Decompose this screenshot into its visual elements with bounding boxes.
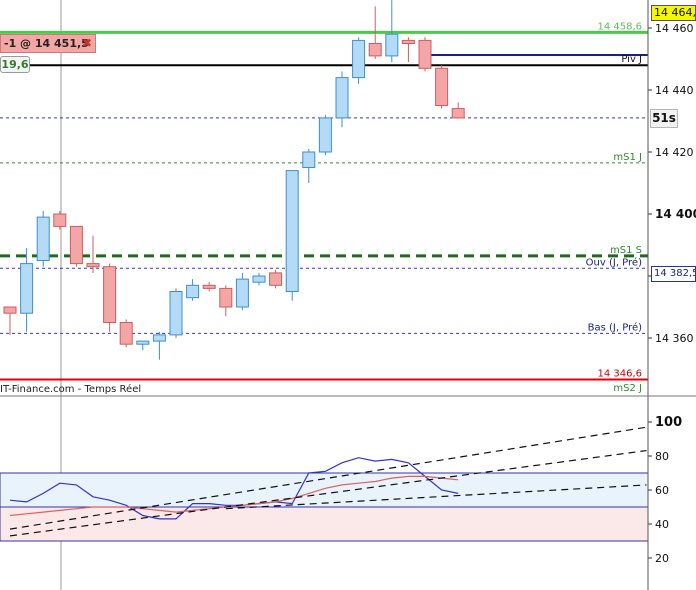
osc-tick-label: 20 [655, 552, 669, 565]
candle-body [285, 170, 299, 293]
candle-20 [335, 71, 349, 128]
candle-body [119, 322, 133, 345]
candle-body [36, 216, 50, 262]
price-tick-label: 14 360 [655, 332, 694, 345]
candle-body [86, 263, 100, 268]
candle-body [401, 39, 415, 45]
position-badge[interactable]: -1 @ 14 451,5 ✖ [0, 34, 96, 53]
candle-1 [20, 248, 34, 332]
candle-body [152, 334, 166, 342]
candle-24 [401, 37, 415, 63]
oscillator-axis: 100 80 60 40 20 [648, 415, 682, 565]
level-label-4: mS1 J [613, 152, 642, 163]
level-label-7: Bas (J, Pré) [588, 321, 642, 333]
candle-body [335, 77, 349, 119]
candle-0 [3, 306, 17, 335]
candle-17 [285, 170, 299, 301]
spread-badge: 19,6 [0, 56, 30, 73]
level-label-6: Ouv (J, Pré) [586, 256, 642, 268]
oscillator-series-0 [9, 457, 459, 520]
osc-tick-label: 80 [655, 450, 669, 463]
osc-tick-label: 100 [655, 415, 682, 430]
price-tick-label: 14 420 [655, 146, 694, 159]
candle-27 [451, 102, 465, 119]
candle-15 [252, 272, 266, 286]
candle-23 [385, 0, 399, 63]
candle-8 [136, 340, 150, 351]
candle-14 [235, 272, 249, 311]
candle-timer: 51s [650, 109, 678, 128]
candle-body [451, 108, 465, 119]
candle-5 [86, 235, 100, 273]
osc-tick-label: 40 [655, 518, 669, 531]
candle-9 [152, 331, 166, 360]
level-label-2: Piv J [621, 54, 642, 65]
candle-body [302, 151, 316, 168]
candle-25 [418, 37, 432, 72]
price-tick-label: 14 400 [655, 207, 696, 221]
candle-22 [368, 6, 382, 59]
opening-price-badge: 14 382,5 [651, 266, 696, 282]
candle-11 [186, 279, 200, 301]
close-x-icon[interactable]: ✖ [81, 36, 92, 50]
candle-body [352, 39, 366, 79]
candle-body [368, 43, 382, 57]
candle-2 [36, 210, 50, 267]
candle-body [252, 275, 266, 283]
candle-7 [119, 319, 133, 348]
candle-body [136, 340, 150, 345]
candle-body [169, 291, 183, 336]
candle-body [435, 67, 449, 107]
candle-body [385, 33, 399, 57]
level-label-5: mS1 S [610, 245, 642, 256]
candle-body [20, 263, 34, 314]
candle-12 [202, 282, 216, 292]
candle-body [186, 284, 200, 299]
candle-body [202, 284, 216, 289]
level-label-0: 14 458,6 [597, 21, 642, 32]
candle-6 [103, 263, 117, 332]
oscillator-series-1 [9, 475, 459, 517]
candle-18 [302, 148, 316, 183]
price-tick-label: 14 440 [655, 84, 694, 97]
candle-body [418, 39, 432, 69]
price-levels [0, 30, 648, 381]
candle-10 [169, 288, 183, 338]
current-high-badge: 14 464,2 [651, 5, 696, 21]
oscillator-panel [0, 426, 649, 542]
candle-19 [318, 114, 332, 156]
candle-3 [53, 210, 67, 230]
candlesticks [3, 0, 465, 360]
level-label-8: 14 346,6 [597, 369, 642, 380]
candle-21 [352, 37, 366, 84]
oscillator-trendline-2 [225, 484, 647, 510]
candle-body [269, 272, 283, 286]
candle-body [235, 278, 249, 308]
data-source-label: IT-Finance.com - Temps Réel [0, 384, 142, 395]
osc-tick-label: 60 [655, 484, 669, 497]
candle-body [219, 287, 233, 308]
price-tick-label: 14 460 [655, 22, 694, 35]
candle-body [3, 306, 17, 314]
position-label: -1 @ 14 451,5 [4, 37, 89, 50]
candle-body [318, 117, 332, 153]
candle-body [53, 213, 67, 227]
candle-26 [435, 65, 449, 109]
candle-body [103, 266, 117, 324]
candle-16 [269, 269, 283, 289]
candle-4 [69, 225, 83, 267]
candle-body [69, 225, 83, 265]
level-label-9: mS2 J [613, 383, 642, 394]
candle-13 [219, 285, 233, 317]
